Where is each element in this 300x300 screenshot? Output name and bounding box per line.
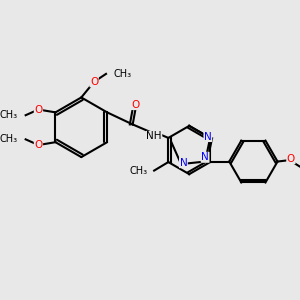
Text: CH₃: CH₃ <box>114 69 132 79</box>
Text: CH₃: CH₃ <box>130 166 148 176</box>
Text: O: O <box>34 140 43 150</box>
Text: N: N <box>179 158 187 168</box>
Text: NH: NH <box>146 131 162 141</box>
Text: O: O <box>34 104 43 115</box>
Text: O: O <box>131 100 140 110</box>
Text: CH₃: CH₃ <box>0 110 18 120</box>
Text: CH₃: CH₃ <box>0 134 18 144</box>
Text: O: O <box>90 77 98 87</box>
Text: N: N <box>204 131 212 142</box>
Text: O: O <box>287 154 295 164</box>
Text: N: N <box>201 152 209 162</box>
